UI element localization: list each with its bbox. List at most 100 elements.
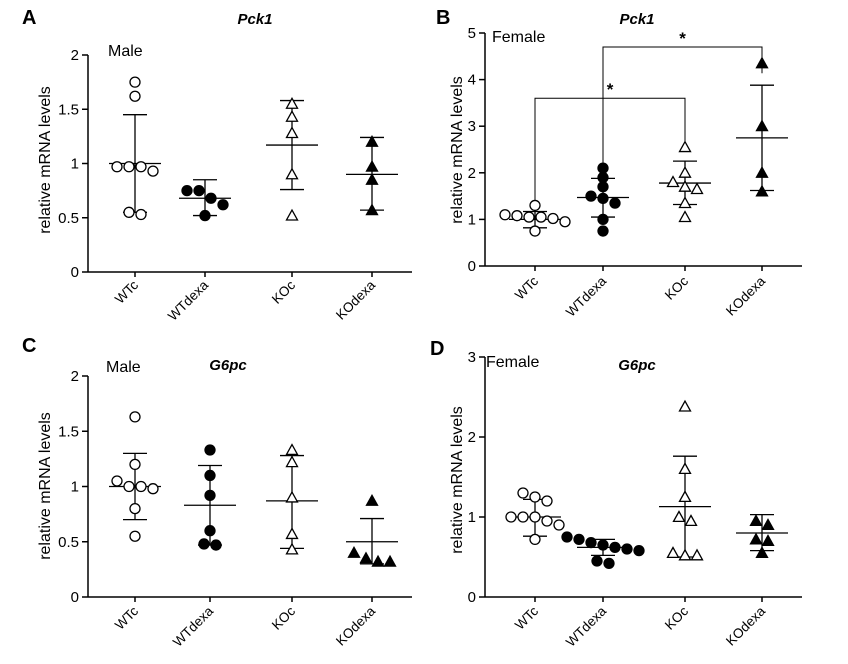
data-point xyxy=(205,192,217,204)
data-point xyxy=(529,225,541,237)
data-point xyxy=(285,167,299,180)
data-point xyxy=(678,399,692,412)
series-group xyxy=(736,513,788,559)
data-point xyxy=(678,548,692,561)
data-point xyxy=(181,184,193,197)
data-point xyxy=(285,490,299,503)
y-axis-label: relative mRNA levels xyxy=(449,76,466,224)
data-point xyxy=(517,511,529,523)
y-tick-label: 1 xyxy=(468,211,476,228)
data-point xyxy=(285,542,299,555)
data-point xyxy=(678,179,692,192)
data-point xyxy=(285,96,299,109)
data-point xyxy=(761,518,775,531)
data-point xyxy=(285,527,299,540)
data-point xyxy=(553,519,565,531)
data-point xyxy=(347,545,361,558)
data-point xyxy=(597,213,609,226)
data-point xyxy=(204,444,216,456)
data-point xyxy=(147,165,159,177)
data-point xyxy=(690,182,704,195)
data-point xyxy=(761,534,775,547)
x-tick-label: WTc xyxy=(112,277,141,306)
data-point xyxy=(672,510,686,523)
sex-label: Male xyxy=(106,359,141,376)
series-group xyxy=(266,96,318,221)
data-point xyxy=(597,225,609,237)
data-point xyxy=(755,165,769,178)
data-point xyxy=(285,110,299,122)
y-tick-label: 3 xyxy=(468,349,476,366)
series-group xyxy=(346,134,398,216)
data-point xyxy=(123,480,135,493)
data-point xyxy=(285,455,299,468)
data-point xyxy=(755,56,769,69)
chart-title: G6pc xyxy=(618,357,656,374)
data-point xyxy=(559,216,571,228)
data-point xyxy=(529,511,541,523)
data-point xyxy=(678,210,692,223)
series-group xyxy=(346,494,398,567)
data-point xyxy=(541,495,553,507)
x-tick-label: WTc xyxy=(512,603,541,632)
data-point xyxy=(111,161,123,173)
x-tick-label: WTc xyxy=(112,603,141,632)
data-point xyxy=(755,546,769,559)
data-point xyxy=(285,126,299,139)
panel-letter: B xyxy=(436,7,450,29)
data-point xyxy=(217,199,229,211)
data-point xyxy=(129,502,141,515)
series-group xyxy=(179,179,231,222)
data-point xyxy=(684,514,698,527)
x-tick-label: KOdexa xyxy=(723,273,768,318)
series-group xyxy=(736,56,788,197)
x-tick-label: WTdexa xyxy=(170,603,216,649)
data-point xyxy=(585,190,597,202)
y-tick-label: 5 xyxy=(468,25,476,42)
data-point xyxy=(666,546,680,559)
data-point xyxy=(511,210,523,222)
data-point xyxy=(597,539,609,551)
y-axis-label: relative mRNA levels xyxy=(449,406,466,554)
data-point xyxy=(204,469,216,482)
series-group xyxy=(184,444,236,551)
x-tick-label: KOdexa xyxy=(333,603,378,648)
data-point xyxy=(755,119,769,132)
data-point xyxy=(547,212,559,225)
data-point xyxy=(499,209,511,221)
data-point xyxy=(597,162,609,174)
y-tick-label: 0 xyxy=(71,589,79,606)
data-point xyxy=(690,548,704,561)
data-point xyxy=(597,192,609,205)
data-point xyxy=(135,208,147,221)
series-group xyxy=(499,199,571,237)
data-point xyxy=(129,530,141,542)
series-group xyxy=(577,162,629,237)
data-point xyxy=(678,140,692,153)
data-point xyxy=(529,491,541,503)
significance-star: * xyxy=(679,29,686,48)
data-point xyxy=(198,538,210,550)
data-point xyxy=(365,203,379,216)
data-point xyxy=(359,551,373,564)
data-point xyxy=(591,555,603,567)
data-point xyxy=(111,475,123,487)
y-tick-label: 4 xyxy=(468,72,476,89)
y-tick-label: 2 xyxy=(468,429,476,446)
data-point xyxy=(561,531,573,543)
data-point xyxy=(365,159,379,172)
data-point xyxy=(383,554,397,567)
panel-letter: A xyxy=(22,7,36,29)
chart-title: Pck1 xyxy=(237,11,272,28)
significance-bracket xyxy=(602,46,763,179)
data-point xyxy=(210,539,222,551)
y-tick-label: 2 xyxy=(71,368,79,385)
sex-label: Female xyxy=(492,29,545,46)
chart-title: Pck1 xyxy=(619,11,654,28)
y-tick-label: 0 xyxy=(468,589,476,606)
data-point xyxy=(129,458,141,471)
data-point xyxy=(135,161,147,173)
series-group xyxy=(659,399,711,561)
y-axis-label: relative mRNA levels xyxy=(37,412,54,560)
